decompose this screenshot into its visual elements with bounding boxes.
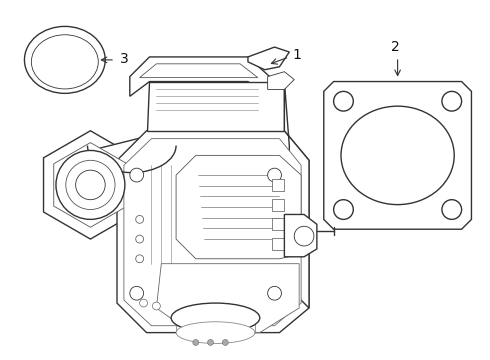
Circle shape	[130, 286, 144, 300]
Polygon shape	[140, 64, 258, 78]
Ellipse shape	[341, 106, 454, 204]
Circle shape	[294, 226, 314, 246]
Polygon shape	[91, 136, 156, 190]
Polygon shape	[44, 131, 137, 239]
Polygon shape	[156, 264, 299, 333]
Polygon shape	[284, 215, 317, 257]
Circle shape	[193, 339, 199, 345]
Polygon shape	[271, 219, 284, 230]
Polygon shape	[130, 57, 270, 96]
Polygon shape	[268, 72, 294, 89]
Ellipse shape	[176, 322, 255, 343]
Circle shape	[136, 215, 144, 223]
Circle shape	[442, 91, 462, 111]
Text: 1: 1	[292, 48, 301, 62]
Ellipse shape	[24, 26, 105, 93]
Circle shape	[334, 200, 353, 219]
Circle shape	[130, 168, 144, 182]
Polygon shape	[271, 179, 284, 191]
Polygon shape	[54, 143, 127, 227]
Circle shape	[56, 150, 125, 219]
Polygon shape	[147, 82, 284, 131]
Ellipse shape	[31, 35, 98, 89]
Circle shape	[268, 286, 281, 300]
Polygon shape	[271, 238, 284, 250]
Circle shape	[442, 200, 462, 219]
Circle shape	[152, 302, 160, 310]
Polygon shape	[284, 82, 309, 308]
Polygon shape	[248, 47, 289, 70]
Polygon shape	[176, 156, 301, 259]
Polygon shape	[117, 131, 309, 333]
Circle shape	[334, 91, 353, 111]
Ellipse shape	[171, 303, 260, 333]
Polygon shape	[271, 199, 284, 211]
Circle shape	[75, 170, 105, 200]
Circle shape	[136, 255, 144, 263]
Polygon shape	[124, 139, 301, 326]
Circle shape	[136, 235, 144, 243]
Circle shape	[222, 339, 228, 345]
Circle shape	[140, 299, 147, 307]
Text: 2: 2	[391, 40, 400, 54]
Circle shape	[66, 160, 115, 210]
Circle shape	[268, 168, 281, 182]
Polygon shape	[324, 82, 471, 229]
Text: 3: 3	[120, 52, 129, 66]
Circle shape	[208, 339, 214, 345]
